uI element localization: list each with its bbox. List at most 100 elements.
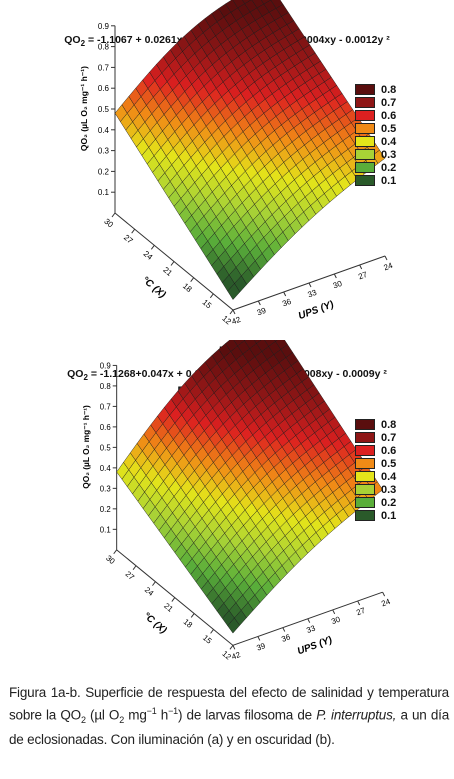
color-legend: 0.8 0.7 0.6 0.5 0.4 0.3 0.2 0.1 [355,83,396,187]
chart-panel-b: b) QO2 = -1.1268+0.047x + 0.0637y + 0.00… [0,340,454,670]
z-tick-label: 0.1 [98,188,110,197]
z-tick-label: 0.2 [100,505,111,514]
x-axis-label: °C (X) [141,610,169,636]
species-name: P. interruptus, [316,707,397,723]
x-tick-label: 30 [102,217,115,230]
x-tick-label: 21 [161,265,174,278]
z-tick-label: 0.9 [98,22,110,31]
y-axis-label: UPS (Y) [297,299,336,322]
legend-swatch [355,123,375,134]
caption-text: a un día de eclosionadas. Con iluminació… [9,707,450,748]
legend-label: 0.4 [381,470,397,483]
z-tick-label: 0.8 [98,43,110,52]
y-tick-label: 39 [255,641,266,652]
legend-swatch [355,432,375,443]
chart-panel-a: a) QO2 = -1.1067 + 0.0261x + 0.077y + 0.… [0,0,454,335]
z-tick-label: 0.9 [100,361,111,370]
legend-label: 0.3 [381,148,397,161]
caption-text: mg [124,707,147,723]
legend-label: 0.8 [381,83,397,96]
x-tick [131,228,136,234]
legend-swatch [355,149,375,160]
y-tick-label: 36 [281,297,293,309]
equation-subscript: 2 [80,39,86,49]
y-tick [257,636,261,641]
y-tick-label: 42 [230,650,241,661]
y-tick [257,300,261,306]
x-tick [152,581,156,586]
y-tick-label: 27 [357,270,369,282]
y-tick [307,618,311,623]
y-tick [232,645,236,650]
equation-lhs: QO [67,368,84,380]
y-tick [384,255,388,261]
legend-label: 0.2 [381,496,397,509]
legend-item: 0.6 [355,109,396,122]
legend-swatch [355,458,375,469]
y-tick-label: 24 [380,597,392,609]
z-tick-label: 0.5 [98,105,110,114]
surface [116,340,383,634]
caption-text: ) de larvas filosoma de [177,707,317,723]
x-tick [113,549,118,555]
y-tick [382,591,386,597]
x-tick-label: 27 [124,569,136,582]
legend-label: 0.1 [381,509,397,522]
x-tick [132,565,137,570]
z-tick-label: 0.4 [98,126,110,135]
legend-item: 0.4 [355,470,396,483]
legend-item: 0.1 [355,174,396,187]
legend-label: 0.3 [381,483,397,496]
caption-text: (µl O [85,707,120,723]
y-tick [332,609,336,615]
legend-swatch [355,484,375,495]
legend-item: 0.1 [355,509,396,522]
legend-item: 0.3 [355,483,396,496]
equation-lhs: QO [64,34,81,46]
z-tick-label: 0.7 [100,402,111,411]
x-tick [111,212,116,218]
legend-label: 0.1 [381,174,397,187]
legend-item: 0.8 [355,83,396,96]
y-tick-label: 33 [306,288,318,300]
legend-swatch [355,136,375,147]
y-tick-label: 30 [332,279,344,291]
x-tick-label: 24 [142,249,155,262]
legend-swatch [355,497,375,508]
y-tick-label: 27 [355,606,366,617]
z-tick-label: 0.1 [100,525,111,534]
caption-sup: −1 [146,706,157,716]
surface [114,0,386,300]
legend-item: 0.5 [355,122,396,135]
x-tick [209,293,214,299]
caption-sub: 2 [80,715,86,726]
y-tick-label: 39 [256,306,268,318]
legend-swatch [355,97,375,108]
y-tick [308,282,312,288]
legend-swatch [355,175,375,186]
x-tick-label: 21 [162,601,174,614]
y-tick-label: 30 [330,614,342,626]
legend-label: 0.5 [381,457,397,470]
x-tick [229,309,234,315]
legend-label: 0.2 [381,161,397,174]
z-axis-label: QO₂ (µL O₂ mg⁻¹ h⁻¹) [79,66,89,151]
x-tick [171,597,176,602]
y-tick-label: 42 [230,315,242,327]
z-tick-label: 0.4 [100,464,112,473]
legend-item: 0.7 [355,96,396,109]
z-tick-label: 0.6 [100,423,112,432]
x-tick [210,629,214,634]
legend-item: 0.5 [355,457,396,470]
y-tick [283,291,287,297]
y-tick [282,627,286,632]
x-tick [150,245,155,250]
color-legend: 0.8 0.7 0.6 0.5 0.4 0.3 0.2 0.1 [355,418,396,522]
z-tick-label: 0.7 [98,63,110,72]
legend-swatch [355,110,375,121]
legend-item: 0.8 [355,418,396,431]
x-tick [170,261,175,266]
x-tick [190,277,195,282]
legend-label: 0.8 [381,418,397,431]
